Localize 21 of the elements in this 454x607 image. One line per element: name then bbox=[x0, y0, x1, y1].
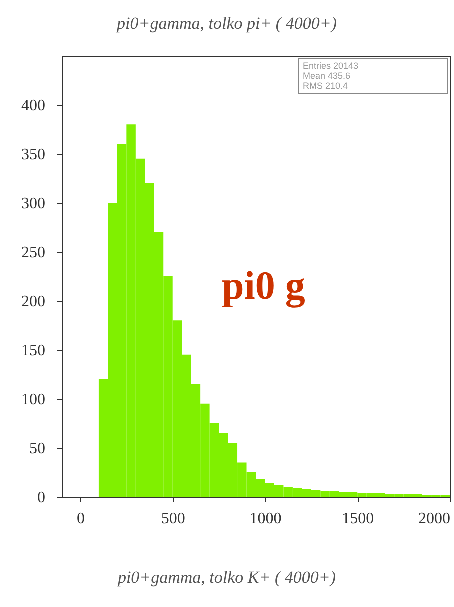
x-tick-label: 500 bbox=[161, 510, 186, 528]
y-tick-label: 100 bbox=[22, 392, 46, 408]
x-tick-label: 0 bbox=[76, 510, 85, 528]
annotation: Mean 435.6 bbox=[303, 71, 352, 81]
y-tick-label: 200 bbox=[22, 294, 46, 310]
y-tick-label: 50 bbox=[30, 440, 46, 458]
y-tick-label: 250 bbox=[22, 244, 46, 262]
x-tick-label: 1000 bbox=[250, 510, 282, 528]
annotation: RMS 210.4 bbox=[303, 81, 350, 91]
y-tick-label: 350 bbox=[22, 146, 46, 164]
y-tick-label: 300 bbox=[22, 196, 46, 212]
annotation: pi0 g bbox=[222, 262, 306, 309]
x-tick-label: 1500 bbox=[342, 510, 374, 528]
annotation: Entries 20143 bbox=[303, 61, 360, 71]
stats-box: Entries 20143 Mean 435.6 RMS 210.4 bbox=[298, 58, 448, 94]
y-tick-label: 150 bbox=[22, 342, 46, 360]
text: pi0+gamma, tolko K+ ( 4000+) bbox=[116, 568, 338, 588]
x-tick-label: 2000 bbox=[418, 510, 450, 528]
chart-title: pi0+gamma, tolko pi+ ( 4000+) bbox=[115, 14, 338, 34]
y-tick-label: 0 bbox=[38, 490, 46, 506]
y-tick-label: 400 bbox=[22, 98, 46, 114]
